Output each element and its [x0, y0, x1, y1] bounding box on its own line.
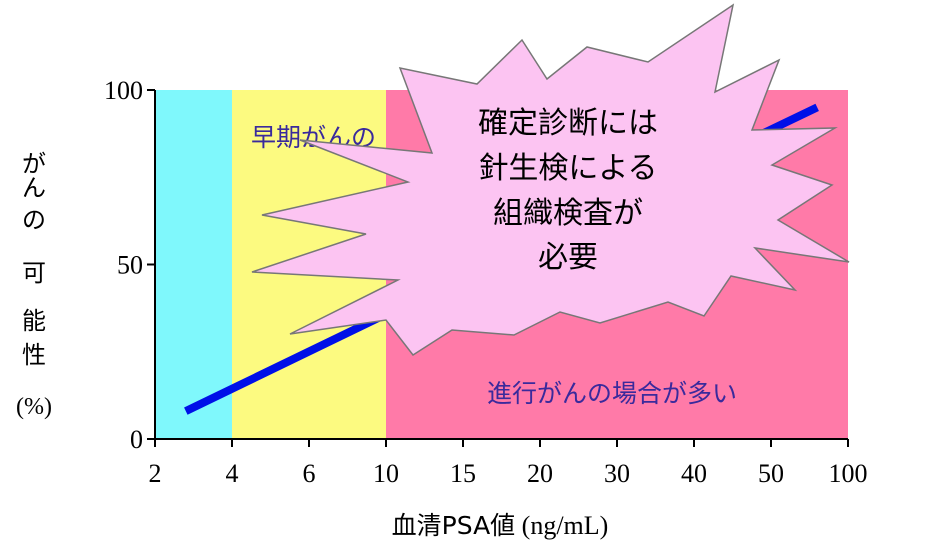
- callout-text-line: 確定診断には: [478, 106, 658, 141]
- x-tick-label: 6: [303, 459, 316, 488]
- x-axis-title: 血清PSA値 (ng/mL): [392, 511, 609, 540]
- axes: 0 50 100 2 4 6 10 15 20 30 40 50 100: [104, 76, 868, 488]
- x-tick-label: 4: [226, 459, 239, 488]
- x-axis-title-main: 血清PSA値: [392, 511, 516, 540]
- callout-text-line: 必要: [538, 240, 598, 275]
- callout-text-line: 組織検査が: [493, 196, 643, 231]
- x-tick-label: 40: [681, 459, 707, 488]
- zone-rect-0: [155, 90, 232, 439]
- y-label-char: 能: [22, 307, 46, 335]
- x-axis-title-unit: (ng/mL): [515, 511, 608, 540]
- zone-label-1: 進行がんの場合が多い: [487, 379, 737, 408]
- x-tick-label: 10: [373, 459, 399, 488]
- x-tick-label: 15: [450, 459, 476, 488]
- y-label-char: が: [22, 150, 46, 178]
- x-axis-label: 血清PSA値 (ng/mL): [392, 511, 609, 540]
- callout-text-line: 針生検による: [478, 151, 657, 186]
- x-tick-label: 20: [527, 459, 553, 488]
- y-label-char: ん: [22, 174, 46, 202]
- y-label-char: 性: [22, 341, 46, 369]
- x-tick-label: 50: [758, 459, 784, 488]
- y-label-unit: (%): [16, 394, 52, 420]
- y-tick-label: 100: [104, 76, 143, 105]
- y-label-char: 可: [22, 259, 46, 287]
- y-tick-label: 50: [117, 251, 143, 280]
- x-tick-label: 100: [829, 459, 868, 488]
- y-label-char: の: [22, 206, 46, 234]
- x-tick-label: 30: [604, 459, 630, 488]
- x-tick-label: 2: [149, 459, 162, 488]
- callout-shape: [251, 3, 850, 357]
- y-tick-label: 0: [130, 425, 143, 454]
